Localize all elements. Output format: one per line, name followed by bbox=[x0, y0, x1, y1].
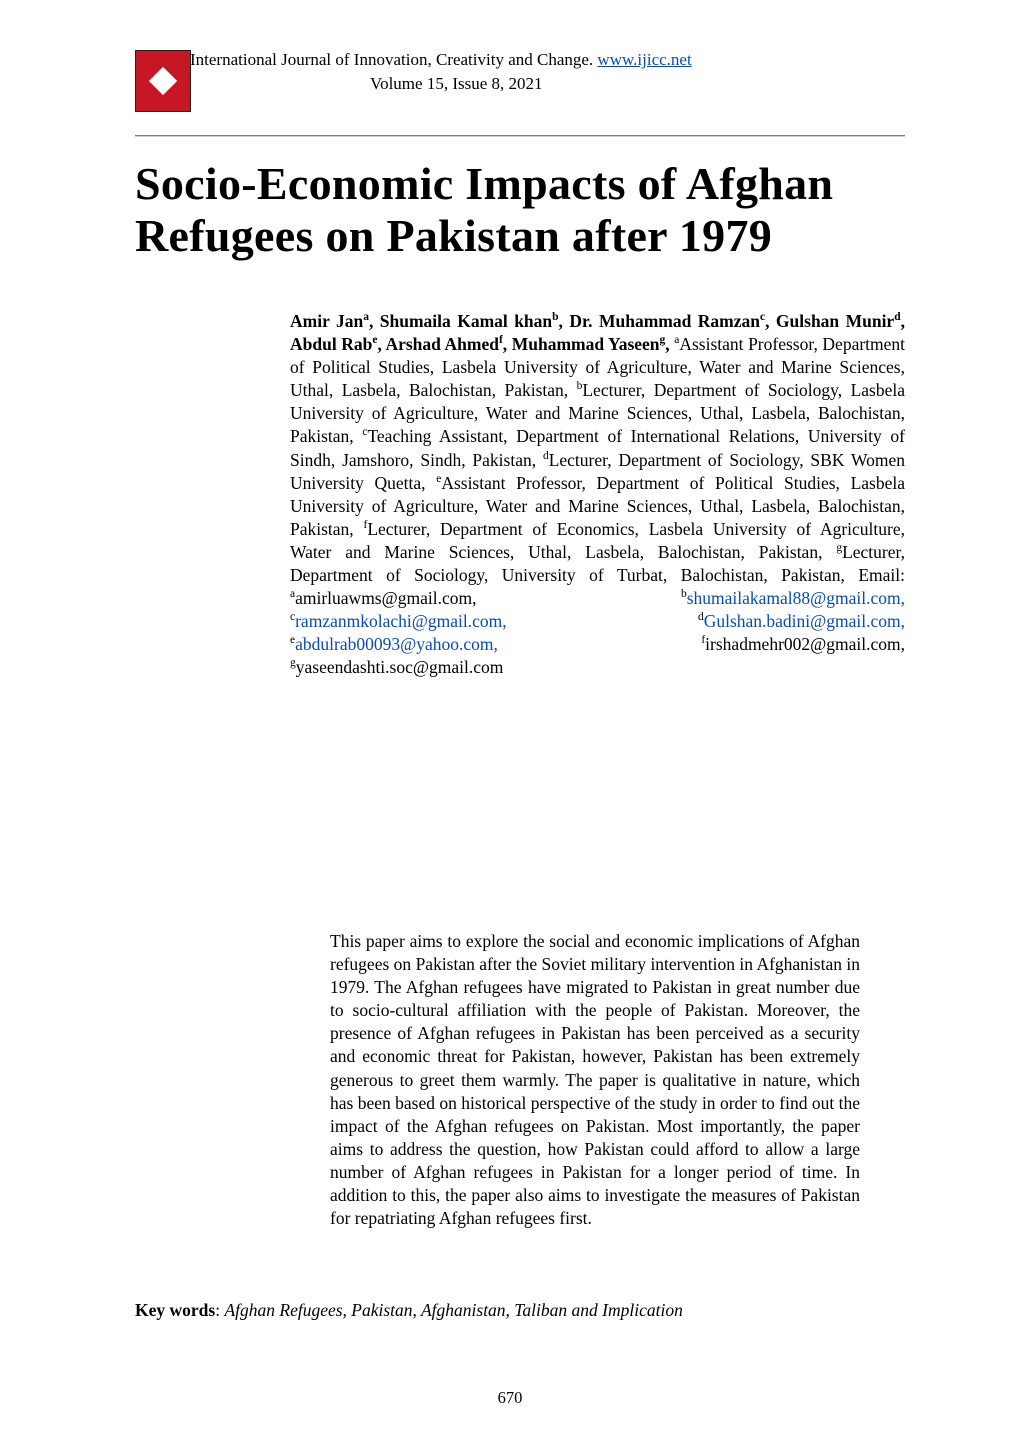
author-email[interactable]: abdulrab00093@yahoo.com, bbox=[295, 634, 498, 654]
header-rule bbox=[135, 135, 905, 137]
authors-names: Amir Jana, Shumaila Kamal khanb, Dr. Muh… bbox=[290, 311, 905, 354]
paper-title: Socio-Economic Impacts of Afghan Refugee… bbox=[135, 158, 905, 261]
author-email[interactable]: shumailakamal88@gmail.com, bbox=[687, 588, 905, 608]
authors-affiliations-block: Amir Jana, Shumaila Kamal khanb, Dr. Muh… bbox=[290, 310, 905, 680]
logo-top-caption bbox=[136, 53, 190, 56]
logo-square bbox=[135, 50, 191, 112]
journal-header: International Journal of Innovation, Cre… bbox=[190, 50, 692, 70]
keywords-label: Key words bbox=[135, 1300, 215, 1320]
author-email[interactable]: irshadmehr002@gmail.com, bbox=[705, 634, 905, 654]
author-email[interactable]: amirluawms@gmail.com, bbox=[295, 588, 476, 608]
keywords-text: Afghan Refugees, Pakistan, Afghanistan, … bbox=[224, 1300, 682, 1320]
journal-name: International Journal of Innovation, Cre… bbox=[190, 50, 597, 69]
journal-logo bbox=[135, 50, 191, 112]
logo-diamond-icon bbox=[149, 67, 177, 95]
journal-volume: Volume 15, Issue 8, 2021 bbox=[370, 74, 543, 94]
author-email[interactable]: yaseendashti.soc@gmail.com bbox=[296, 657, 504, 677]
abstract-text: This paper aims to explore the social an… bbox=[330, 930, 860, 1230]
author-email[interactable]: ramzanmkolachi@gmail.com, bbox=[295, 611, 506, 631]
page-number: 670 bbox=[0, 1388, 1020, 1408]
journal-url-link[interactable]: www.ijicc.net bbox=[597, 50, 691, 69]
author-email[interactable]: Gulshan.badini@gmail.com, bbox=[704, 611, 905, 631]
keywords-line: Key words: Afghan Refugees, Pakistan, Af… bbox=[135, 1300, 905, 1321]
logo-bottom-caption bbox=[136, 106, 190, 109]
